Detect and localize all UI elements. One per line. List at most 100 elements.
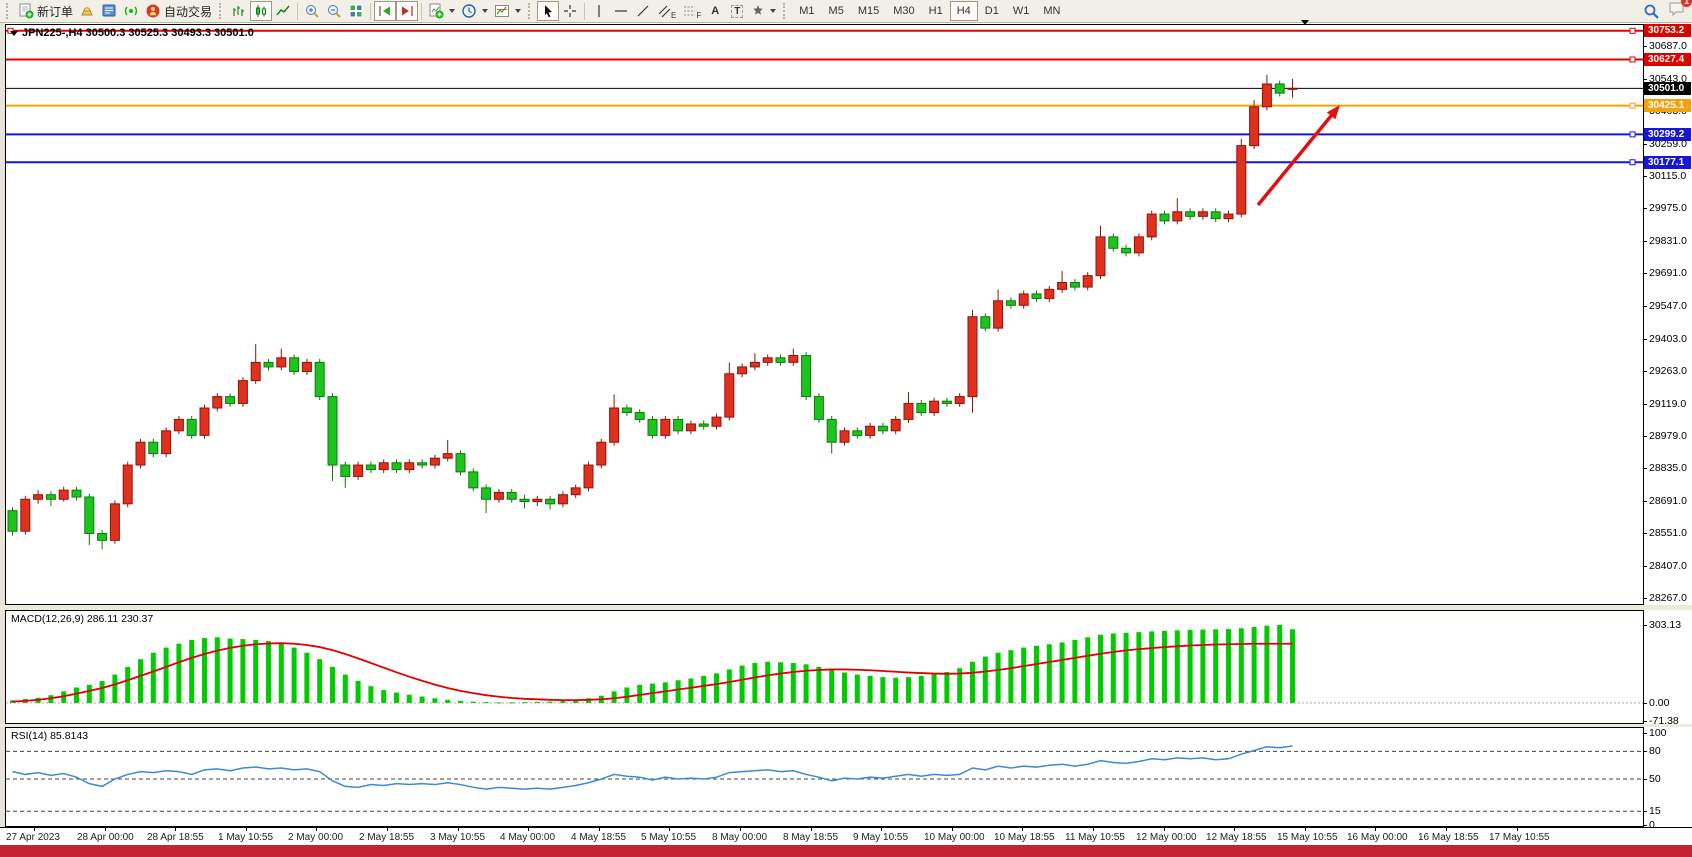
x-tick-label: 9 May 10:55 [853, 832, 909, 843]
hline-handle[interactable] [1629, 27, 1636, 34]
trend-arrow-head[interactable] [1326, 105, 1340, 120]
vertical-line-tool-button[interactable] [588, 1, 610, 21]
chart-shift-button[interactable] [396, 1, 419, 21]
timeframe-D1[interactable]: D1 [984, 5, 999, 17]
candlestick-chart-button[interactable] [250, 1, 273, 21]
zoom-out-button[interactable] [323, 1, 345, 21]
y-tick-label: 30115.0 [1649, 170, 1687, 182]
macd-bar [394, 692, 399, 703]
periods-button[interactable] [458, 1, 491, 21]
macd-panel[interactable] [5, 610, 1644, 724]
tile-windows-button[interactable] [345, 1, 367, 21]
indicators-button[interactable] [425, 1, 458, 21]
trendline-tool-button[interactable] [632, 1, 654, 21]
horizontal-line-tool-button[interactable] [610, 1, 632, 21]
chart-shift-icon [402, 6, 413, 16]
chat-badge: 1 [1681, 0, 1692, 7]
timeframe-W1[interactable]: W1 [1012, 5, 1030, 17]
rsi-panel[interactable] [5, 727, 1644, 827]
new-order-button[interactable]: 新订单 [15, 1, 76, 21]
fibonacci-tool-button[interactable]: F [679, 1, 704, 21]
hline-handle[interactable] [1629, 56, 1636, 63]
x-tick-label: 4 May 18:55 [571, 832, 627, 843]
template-chart-icon [495, 5, 510, 17]
y-tick-mark [1643, 721, 1647, 722]
y-tick-label: 28691.0 [1649, 495, 1687, 507]
macd-bar [701, 675, 707, 703]
templates-button[interactable] [491, 1, 524, 21]
x-tick-label: 5 May 10:55 [641, 832, 697, 843]
toolbar-separator [584, 2, 586, 20]
macd-bar [880, 677, 886, 703]
y-tick-mark [1643, 598, 1647, 599]
macd-bar [112, 674, 118, 703]
x-tick-mark [740, 828, 741, 831]
hline-handle[interactable] [1629, 131, 1636, 138]
x-tick-mark [34, 828, 35, 831]
line-chart-button[interactable] [272, 1, 294, 21]
macd-bar [893, 677, 899, 703]
bar-chart-button[interactable] [228, 1, 250, 21]
macd-bar [240, 639, 246, 703]
timeframe-M5[interactable]: M5 [828, 5, 844, 17]
y-tick-mark [1643, 208, 1647, 209]
timeframe-M15[interactable]: M15 [857, 5, 880, 17]
price-panel[interactable] [5, 24, 1644, 605]
text-tool-button[interactable]: A [704, 1, 726, 21]
y-tick-label: 30259.0 [1649, 138, 1687, 150]
hline-handle[interactable] [1629, 102, 1636, 109]
macd-bar [637, 684, 643, 703]
x-tick-mark [669, 828, 670, 831]
text-label-tool-button[interactable]: T [726, 1, 748, 21]
macd-bar [176, 643, 182, 703]
y-tick-label: 29119.0 [1649, 398, 1687, 410]
rsi-chart[interactable] [6, 728, 1643, 826]
y-tick-mark [1643, 404, 1647, 405]
hline-handle[interactable] [1629, 159, 1636, 166]
macd-chart[interactable] [6, 611, 1643, 723]
timeframe-H4[interactable]: H4 [949, 1, 978, 21]
bottom-strip [0, 845, 1692, 857]
x-tick-label: 10 May 00:00 [924, 832, 985, 843]
timeframe-H1[interactable]: H1 [928, 5, 943, 17]
autotrading-button[interactable]: 自动交易 [142, 1, 215, 21]
chart-shift-marker-icon[interactable] [1301, 20, 1309, 43]
timeframe-M30[interactable]: M30 [893, 5, 915, 17]
signals-button[interactable] [120, 1, 142, 21]
auto-scroll-icon [379, 6, 391, 16]
chart-area: JPN225-,H4 30500.3 30525.3 30493.3 30501… [0, 20, 1692, 857]
x-tick-mark [1446, 828, 1447, 831]
trend-arrow[interactable] [1256, 111, 1336, 207]
crosshair-tool-button[interactable] [559, 1, 581, 21]
chat-button[interactable]: 1 [1668, 0, 1692, 22]
y-tick-mark [1643, 625, 1647, 626]
macd-bar [1200, 629, 1206, 703]
timeframe-MN[interactable]: MN [1043, 5, 1061, 17]
y-tick-label: 0.00 [1649, 697, 1670, 709]
text-label-icon: T [731, 4, 744, 18]
candlestick-chart[interactable] [6, 25, 1643, 603]
y-tick-mark [1643, 144, 1647, 145]
x-tick-label: 17 May 10:55 [1489, 832, 1550, 843]
arrows-tool-button[interactable] [748, 1, 779, 21]
y-tick-mark [1643, 566, 1647, 567]
panel-divider[interactable] [0, 605, 1692, 610]
navigator-button[interactable] [98, 1, 120, 21]
panel-divider[interactable] [0, 724, 1692, 727]
auto-scroll-button[interactable] [374, 1, 397, 21]
y-tick-mark [1643, 436, 1647, 437]
timeframe-M1[interactable]: M1 [799, 5, 815, 17]
dropdown-caret-icon [482, 9, 489, 13]
market-watch-button[interactable] [76, 1, 98, 21]
macd-bar [611, 691, 617, 703]
y-tick-label: 50 [1649, 773, 1661, 785]
equidistant-channel-tool-button[interactable]: E [654, 1, 679, 21]
y-tick-label: 28407.0 [1649, 560, 1687, 572]
macd-bar [1046, 644, 1052, 703]
cursor-tool-button[interactable] [537, 1, 560, 21]
line-chart-icon [276, 5, 290, 16]
zoom-out-icon [328, 5, 341, 18]
search-icon[interactable] [1643, 3, 1660, 20]
zoom-in-button[interactable] [301, 1, 323, 21]
macd-bar [1187, 629, 1193, 703]
